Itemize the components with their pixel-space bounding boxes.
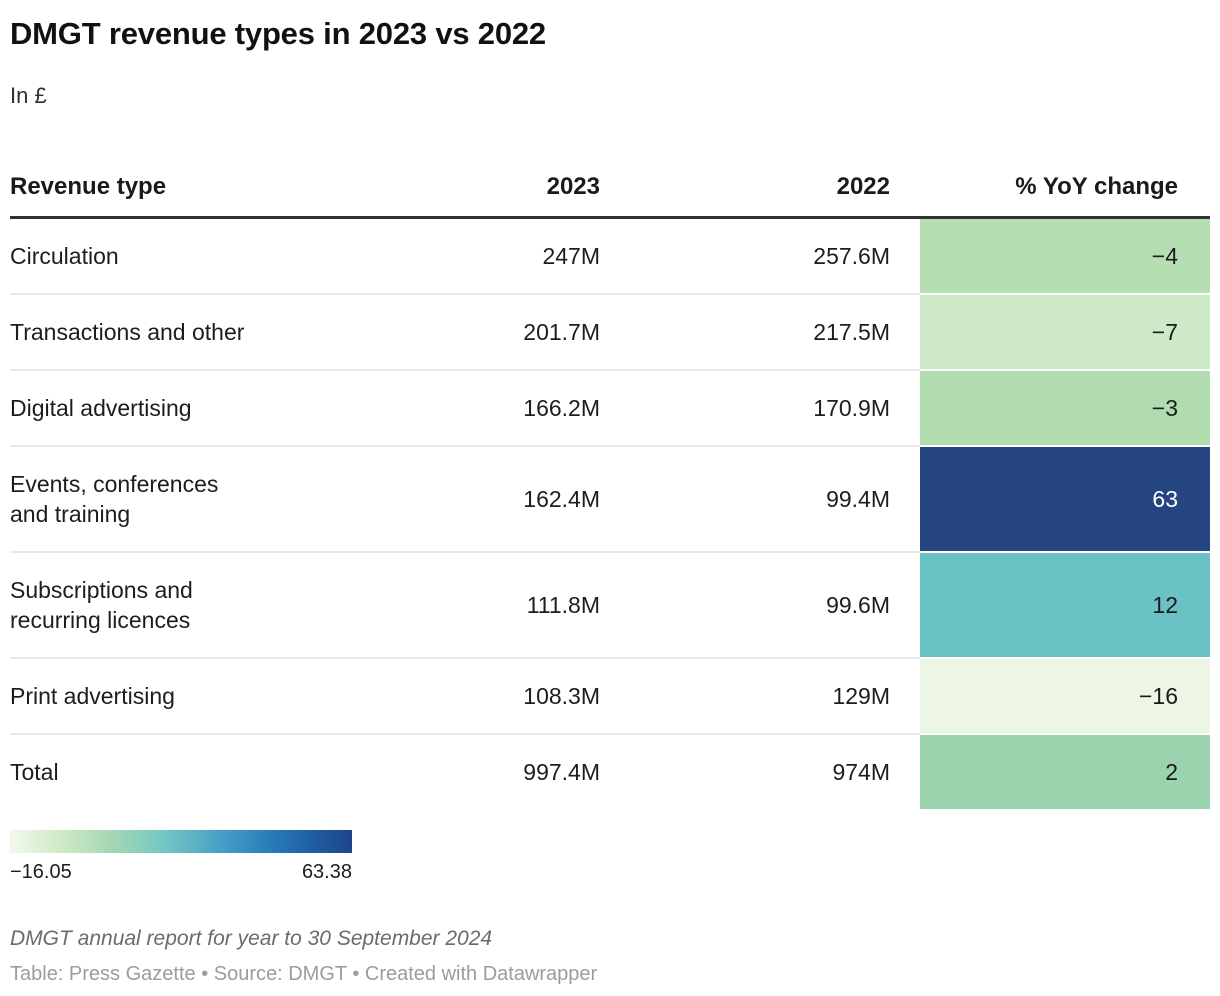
color-legend: −16.05 63.38 xyxy=(10,830,352,884)
revenue-type-cell: Events, conferences and training xyxy=(10,446,430,553)
revenue-type-cell: Circulation xyxy=(10,217,430,295)
value-2022-cell: 99.4M xyxy=(630,446,920,553)
table-header: Revenue type 2023 2022 % YoY change xyxy=(10,162,1210,219)
value-2022-cell: 257.6M xyxy=(630,217,920,295)
legend-min-label: −16.05 xyxy=(10,861,72,883)
table-row: Print advertising 108.3M 129M −16 xyxy=(10,658,1210,735)
color-legend-labels: −16.05 63.38 xyxy=(10,860,352,884)
chart-title: DMGT revenue types in 2023 vs 2022 xyxy=(10,16,546,51)
color-gradient-bar xyxy=(10,830,352,853)
value-2023-cell: 201.7M xyxy=(430,294,630,371)
value-2023-cell: 162.4M xyxy=(430,446,630,553)
table-header-row: Revenue type 2023 2022 % YoY change xyxy=(10,162,1210,219)
yoy-change-heatmap-cell: −7 xyxy=(920,294,1210,371)
revenue-type-cell: Print advertising xyxy=(10,658,430,735)
datawrapper-table-chart: DMGT revenue types in 2023 vs 2022 In £ … xyxy=(0,14,1220,987)
table-row: Total 997.4M 974M 2 xyxy=(10,734,1210,809)
table-row: Transactions and other 201.7M 217.5M −7 xyxy=(10,294,1210,371)
chart-subtitle: In £ xyxy=(10,83,47,108)
value-2022-cell: 99.6M xyxy=(630,552,920,659)
value-2023-cell: 166.2M xyxy=(430,370,630,447)
value-2022-cell: 217.5M xyxy=(630,294,920,371)
col-header-revenue-type: Revenue type xyxy=(10,162,430,219)
col-header-yoy-change: % YoY change xyxy=(920,162,1210,219)
table-body: Circulation 247M 257.6M −4 Transactions … xyxy=(10,217,1210,809)
footnote: DMGT annual report for year to 30 Septem… xyxy=(10,927,493,950)
revenue-type-cell: Total xyxy=(10,759,59,785)
yoy-change-heatmap-cell: 12 xyxy=(920,552,1210,659)
value-2023-cell: 247M xyxy=(430,217,630,295)
value-2022-cell: 129M xyxy=(630,658,920,735)
yoy-change-heatmap-cell: −3 xyxy=(920,370,1210,447)
yoy-change-heatmap-cell: 2 xyxy=(920,734,1210,809)
value-2023-cell: 997.4M xyxy=(523,759,600,785)
table-row: Subscriptions and recurring licences 111… xyxy=(10,552,1210,659)
yoy-change-heatmap-cell: −16 xyxy=(920,658,1210,735)
revenue-type-cell: Digital advertising xyxy=(10,370,430,447)
value-2023-cell: 108.3M xyxy=(430,658,630,735)
value-2022-cell: 974M xyxy=(832,759,890,785)
byline: Table: Press Gazette • Source: DMGT • Cr… xyxy=(10,963,598,985)
revenue-type-cell: Transactions and other xyxy=(10,294,430,371)
value-2023-cell: 111.8M xyxy=(430,552,630,659)
yoy-change-heatmap-cell: 63 xyxy=(920,446,1210,553)
table-row: Circulation 247M 257.6M −4 xyxy=(10,217,1210,295)
col-header-2022: 2022 xyxy=(630,162,920,219)
revenue-table: Revenue type 2023 2022 % YoY change Circ… xyxy=(10,162,1210,809)
revenue-type-cell: Subscriptions and recurring licences xyxy=(10,552,430,659)
table-row: Digital advertising 166.2M 170.9M −3 xyxy=(10,370,1210,447)
yoy-change-heatmap-cell: −4 xyxy=(920,217,1210,295)
table-row: Events, conferences and training 162.4M … xyxy=(10,446,1210,553)
legend-max-label: 63.38 xyxy=(301,861,352,883)
col-header-2023: 2023 xyxy=(430,162,630,219)
value-2022-cell: 170.9M xyxy=(630,370,920,447)
